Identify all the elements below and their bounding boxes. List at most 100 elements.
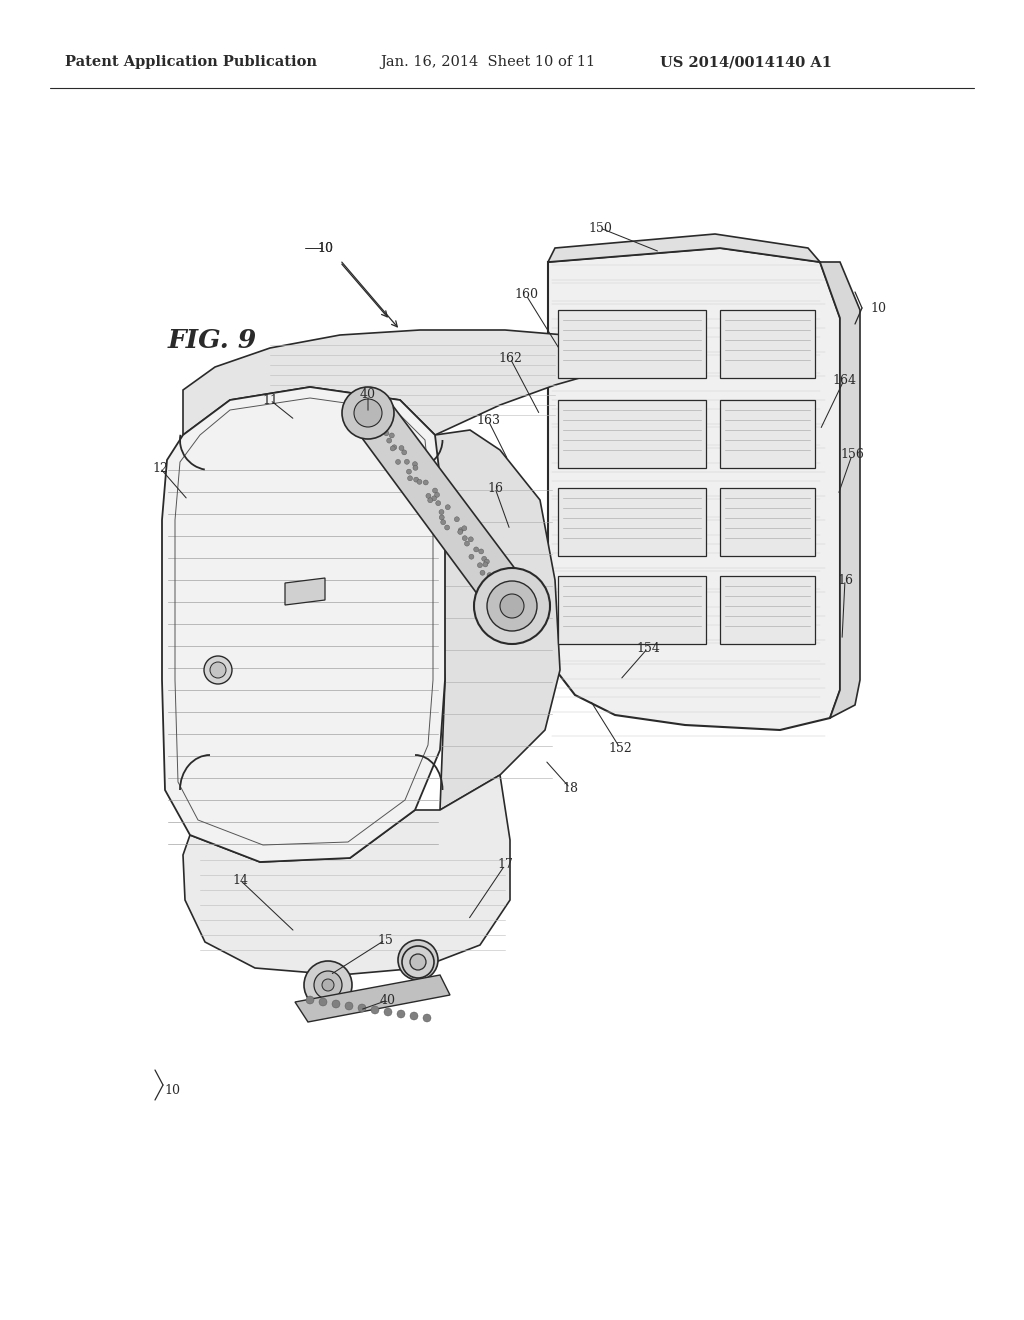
Polygon shape: [285, 578, 325, 605]
Circle shape: [358, 1005, 366, 1012]
Text: 152: 152: [608, 742, 632, 755]
Circle shape: [516, 599, 521, 605]
Circle shape: [432, 488, 437, 494]
Polygon shape: [183, 330, 590, 436]
Circle shape: [398, 940, 438, 979]
Text: 16: 16: [487, 482, 503, 495]
Text: 15: 15: [377, 933, 393, 946]
Circle shape: [413, 466, 418, 470]
Circle shape: [410, 954, 426, 970]
Polygon shape: [820, 261, 860, 718]
Polygon shape: [720, 400, 815, 469]
Text: 154: 154: [636, 642, 659, 655]
Text: 160: 160: [514, 289, 538, 301]
Circle shape: [322, 979, 334, 991]
Circle shape: [509, 591, 514, 597]
Text: 12: 12: [152, 462, 168, 474]
Text: 10: 10: [870, 301, 886, 314]
Text: 164: 164: [831, 374, 856, 387]
Circle shape: [417, 479, 422, 484]
Circle shape: [468, 537, 473, 541]
Circle shape: [474, 568, 550, 644]
Circle shape: [423, 1014, 431, 1022]
Circle shape: [390, 446, 395, 451]
Circle shape: [397, 1010, 406, 1018]
Circle shape: [332, 1001, 340, 1008]
Circle shape: [440, 520, 445, 525]
Circle shape: [379, 429, 384, 434]
Polygon shape: [720, 310, 815, 378]
Circle shape: [507, 595, 512, 601]
Circle shape: [210, 663, 226, 678]
Circle shape: [369, 407, 374, 412]
Circle shape: [478, 549, 483, 554]
Polygon shape: [548, 248, 840, 730]
Text: 40: 40: [380, 994, 396, 1006]
Circle shape: [401, 450, 407, 455]
Circle shape: [371, 1006, 379, 1014]
Circle shape: [414, 477, 419, 482]
Text: FIG. 9: FIG. 9: [168, 327, 257, 352]
Text: 163: 163: [476, 413, 500, 426]
Circle shape: [362, 407, 367, 412]
Circle shape: [384, 430, 389, 436]
Text: US 2014/0014140 A1: US 2014/0014140 A1: [660, 55, 831, 69]
Circle shape: [342, 387, 394, 440]
Circle shape: [395, 459, 400, 465]
Circle shape: [413, 954, 423, 965]
Circle shape: [455, 516, 460, 521]
Polygon shape: [558, 400, 706, 469]
Circle shape: [434, 492, 439, 498]
Circle shape: [399, 446, 404, 450]
Text: Jan. 16, 2014  Sheet 10 of 11: Jan. 16, 2014 Sheet 10 of 11: [380, 55, 595, 69]
Circle shape: [500, 594, 524, 618]
Circle shape: [402, 946, 434, 978]
Circle shape: [362, 416, 368, 421]
Circle shape: [374, 417, 379, 422]
Polygon shape: [720, 488, 815, 556]
Circle shape: [431, 496, 436, 500]
Circle shape: [477, 562, 482, 568]
Text: 40: 40: [360, 388, 376, 401]
Circle shape: [484, 560, 489, 564]
Text: 150: 150: [588, 222, 612, 235]
Circle shape: [462, 525, 467, 531]
Circle shape: [204, 656, 232, 684]
Circle shape: [494, 579, 498, 585]
Circle shape: [428, 498, 433, 503]
Text: 18: 18: [562, 781, 578, 795]
Circle shape: [383, 420, 388, 425]
Polygon shape: [345, 395, 532, 624]
Text: 17: 17: [497, 858, 513, 871]
Circle shape: [389, 433, 394, 438]
Circle shape: [469, 554, 474, 560]
Circle shape: [413, 462, 418, 467]
Circle shape: [439, 515, 444, 520]
Circle shape: [494, 581, 499, 586]
Circle shape: [497, 583, 502, 589]
Circle shape: [436, 500, 440, 506]
Circle shape: [465, 541, 469, 546]
Text: 11: 11: [262, 393, 278, 407]
Circle shape: [512, 593, 517, 598]
Polygon shape: [435, 430, 560, 810]
Circle shape: [483, 562, 487, 566]
Circle shape: [314, 972, 342, 999]
Circle shape: [499, 574, 504, 579]
Circle shape: [408, 475, 413, 480]
Circle shape: [474, 546, 478, 552]
Polygon shape: [558, 576, 706, 644]
Polygon shape: [295, 975, 450, 1022]
Circle shape: [487, 573, 492, 578]
Circle shape: [444, 525, 450, 531]
Circle shape: [304, 961, 352, 1008]
Circle shape: [345, 1002, 353, 1010]
Circle shape: [375, 424, 380, 428]
Text: Patent Application Publication: Patent Application Publication: [65, 55, 317, 69]
Circle shape: [426, 494, 431, 499]
Text: 10: 10: [317, 242, 333, 255]
Text: 16: 16: [837, 573, 853, 586]
Circle shape: [445, 504, 451, 510]
Text: 14: 14: [232, 874, 248, 887]
Text: 10: 10: [164, 1084, 180, 1097]
